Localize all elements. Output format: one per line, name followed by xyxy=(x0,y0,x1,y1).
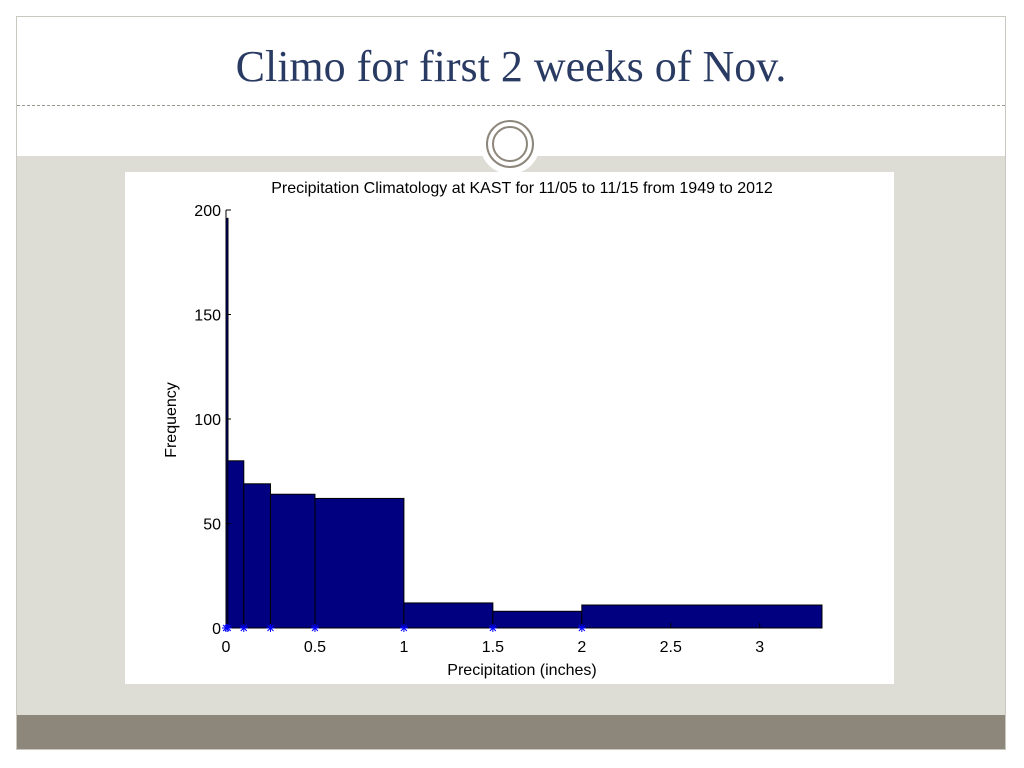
bin-edge-marker xyxy=(399,624,408,632)
chart-axes: 0 50 100 150 200 0 0.5 1 1.5 2 2.5 3 xyxy=(194,203,822,656)
title-area: Climo for first 2 weeks of Nov. xyxy=(17,17,1005,105)
slide-title: Climo for first 2 weeks of Nov. xyxy=(235,42,787,91)
bin-edge-marker xyxy=(266,624,275,632)
ornament-outer-ring xyxy=(486,120,534,168)
y-tick-label: 0 xyxy=(212,621,221,638)
histogram-bar xyxy=(492,610,583,629)
x-tick-label: 1 xyxy=(399,639,408,656)
histogram-bar xyxy=(314,497,405,629)
x-tick-label: 0 xyxy=(222,639,231,656)
chart-panel: Precipitation Climatology at KAST for 11… xyxy=(125,172,894,684)
x-tick-label: 3 xyxy=(755,639,764,656)
x-tick-label: 1.5 xyxy=(482,639,504,656)
concentric-circle-icon xyxy=(480,114,540,174)
title-divider xyxy=(17,105,1005,106)
histogram-bar xyxy=(581,604,823,629)
chart-title: Precipitation Climatology at KAST for 11… xyxy=(271,180,773,197)
bin-edge-marker xyxy=(577,624,586,632)
x-tick-label: 2.5 xyxy=(660,639,682,656)
bin-edge-marker xyxy=(310,624,319,632)
x-axis-label: Precipitation (inches) xyxy=(447,662,596,679)
y-tick-label: 200 xyxy=(194,203,221,220)
histogram-bar xyxy=(243,483,271,629)
footer-band xyxy=(17,715,1005,749)
histogram-bar xyxy=(227,460,245,629)
bin-edge-marker xyxy=(223,624,232,632)
x-tick-label: 2 xyxy=(577,639,586,656)
y-axis-label: Frequency xyxy=(163,382,180,458)
histogram-bars xyxy=(225,217,823,629)
x-tick-label: 0.5 xyxy=(304,639,326,656)
y-tick-label: 50 xyxy=(203,517,221,534)
histogram-bar xyxy=(269,493,316,629)
histogram-bar xyxy=(403,602,494,629)
y-tick-label: 100 xyxy=(194,412,221,429)
bin-edge-marker xyxy=(239,624,248,632)
bin-edge-markers xyxy=(222,624,586,632)
histogram-chart: Precipitation Climatology at KAST for 11… xyxy=(163,180,823,679)
y-tick-label: 150 xyxy=(194,308,221,325)
bin-edge-marker xyxy=(488,624,497,632)
ornament-inner-ring xyxy=(492,126,528,162)
